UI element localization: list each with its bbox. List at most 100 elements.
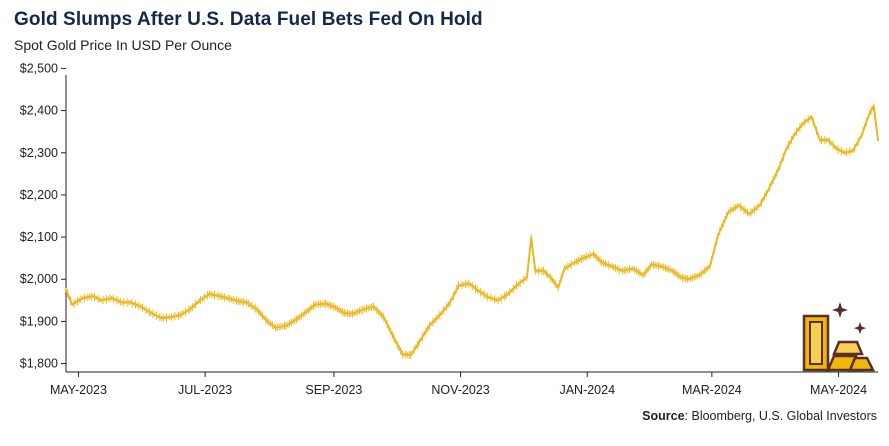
data-point: [592, 252, 595, 255]
data-point: [179, 314, 182, 317]
data-point: [877, 139, 879, 142]
data-point: [868, 111, 871, 114]
data-point: [295, 318, 298, 321]
x-tick-label: JAN-2024: [559, 383, 615, 397]
data-point: [139, 305, 142, 308]
data-point: [573, 261, 576, 264]
source-text: : Bloomberg, U.S. Global Investors: [684, 409, 877, 423]
data-point: [274, 326, 277, 329]
data-point: [758, 204, 761, 207]
data-point: [688, 278, 690, 281]
data-point: [860, 134, 863, 137]
source-label: Source: [642, 409, 685, 423]
data-point: [717, 234, 720, 236]
data-point: [351, 312, 354, 315]
data-point: [631, 267, 634, 270]
data-point: [679, 276, 682, 279]
data-point: [563, 267, 566, 270]
data-point: [303, 312, 306, 314]
source-note: Source: Bloomberg, U.S. Global Investors: [642, 409, 877, 423]
data-point: [708, 265, 711, 268]
data-point: [449, 301, 452, 304]
data-point: [810, 115, 813, 118]
y-tick-label: $1,900: [20, 314, 58, 328]
data-point: [827, 139, 830, 142]
data-point: [266, 320, 269, 323]
gold-bars-icon: [802, 302, 876, 372]
data-point: [314, 303, 317, 306]
data-point: [372, 305, 375, 308]
x-axis: MAY-2023 JUL-2023 SEP-2023 NOV-2023 JAN-2024…: [50, 372, 867, 397]
data-point: [843, 151, 846, 154]
data-point: [497, 299, 499, 302]
data-point: [256, 308, 259, 311]
data-point: [121, 301, 124, 304]
data-point: [852, 149, 855, 152]
data-point: [218, 295, 221, 298]
data-point: [81, 297, 84, 300]
data-point: [486, 296, 489, 298]
data-point: [237, 300, 240, 303]
data-point: [245, 301, 248, 304]
x-tick-label: NOV-2023: [431, 383, 489, 397]
data-point: [526, 276, 528, 279]
data-point: [285, 324, 288, 327]
y-tick-label: $2,200: [20, 188, 58, 202]
y-tick-label: $2,500: [20, 61, 58, 75]
y-tick-label: $2,300: [20, 146, 58, 160]
data-point: [168, 316, 171, 319]
data-point: [515, 284, 518, 287]
data-point: [557, 286, 560, 289]
x-tick-label: MAY-2023: [50, 383, 107, 397]
data-point: [208, 293, 211, 295]
series-line: [65, 105, 879, 357]
data-point: [129, 301, 132, 304]
data-point: [428, 324, 431, 327]
chart-subtitle: Spot Gold Price In USD Per Ounce: [14, 37, 232, 53]
data-point: [534, 269, 537, 272]
data-point: [872, 105, 875, 108]
data-point: [748, 212, 751, 215]
y-tick-label: $1,800: [20, 357, 58, 371]
data-point: [438, 314, 441, 317]
data-point: [197, 300, 200, 303]
data-point: [835, 147, 838, 150]
data-point: [71, 303, 74, 306]
data-point: [160, 317, 163, 319]
data-point: [582, 257, 585, 260]
data-point: [382, 316, 385, 319]
data-point: [530, 236, 533, 239]
x-tick-label: JUL-2023: [178, 383, 232, 397]
data-point: [793, 132, 796, 135]
data-point: [611, 265, 614, 268]
x-tick-label: MAR-2024: [682, 383, 742, 397]
data-point: [332, 305, 335, 308]
data-point: [621, 269, 624, 272]
data-point: [600, 261, 603, 264]
x-tick-label: SEP-2023: [305, 383, 362, 397]
data-point: [100, 299, 103, 302]
data-point: [661, 265, 663, 268]
data-point: [777, 168, 780, 171]
data-point: [227, 297, 229, 300]
data-point: [343, 312, 346, 314]
data-point: [418, 341, 420, 344]
data-point: [650, 263, 653, 266]
data-point: [642, 274, 645, 276]
y-tick-label: $2,100: [20, 230, 58, 244]
data-point: [409, 354, 412, 357]
data-point: [401, 353, 404, 356]
data-point: [476, 288, 479, 291]
data-point: [698, 274, 701, 276]
chart-title: Gold Slumps After U.S. Data Fuel Bets Fe…: [14, 9, 483, 30]
data-point: [737, 204, 740, 207]
data-point: [150, 312, 153, 314]
y-axis: $2,500 $2,400 $2,300 $2,200 $2,100 $2,000 $1,9…: [20, 61, 66, 371]
data-point: [802, 122, 805, 125]
data-point: [110, 297, 113, 300]
data-point: [766, 189, 769, 192]
data-point: [542, 269, 545, 272]
data-point: [457, 284, 460, 287]
y-tick-label: $2,400: [20, 104, 58, 118]
